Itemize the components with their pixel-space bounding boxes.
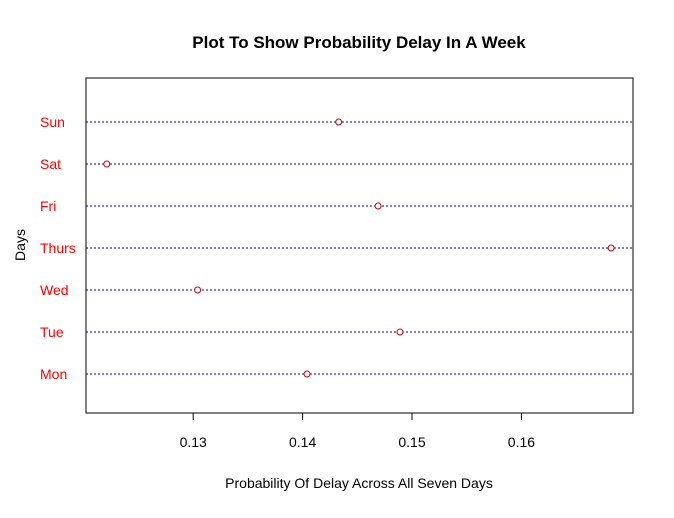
category-label-fri: Fri [40, 198, 56, 214]
x-tick-label: 0.14 [289, 434, 316, 450]
category-label-sat: Sat [40, 156, 61, 172]
data-point-wed [194, 286, 202, 294]
category-label-mon: Mon [40, 366, 67, 382]
data-point-mon [303, 370, 311, 378]
category-label-tue: Tue [40, 324, 64, 340]
category-label-sun: Sun [40, 114, 65, 130]
data-point-thurs [607, 244, 615, 252]
x-axis-title: Probability Of Delay Across All Seven Da… [225, 475, 493, 491]
data-points [103, 118, 615, 378]
category-labels: Mon Tue Wed Thurs Fri Sat Sun [40, 114, 76, 382]
plot-frame [85, 77, 634, 414]
data-point-sun [335, 118, 343, 126]
x-tick-label: 0.15 [398, 434, 425, 450]
x-axis: 0.13 0.14 0.15 0.16 [180, 412, 535, 450]
y-axis-title: Days [12, 229, 28, 261]
x-tick-label: 0.13 [180, 434, 207, 450]
data-point-sat [103, 160, 111, 168]
x-tick-label: 0.16 [508, 434, 535, 450]
guide-lines [86, 121, 633, 375]
data-point-fri [374, 202, 382, 210]
category-label-wed: Wed [40, 282, 69, 298]
data-point-tue [396, 328, 404, 336]
chart-title: Plot To Show Probability Delay In A Week [192, 33, 526, 52]
category-label-thurs: Thurs [40, 240, 76, 256]
